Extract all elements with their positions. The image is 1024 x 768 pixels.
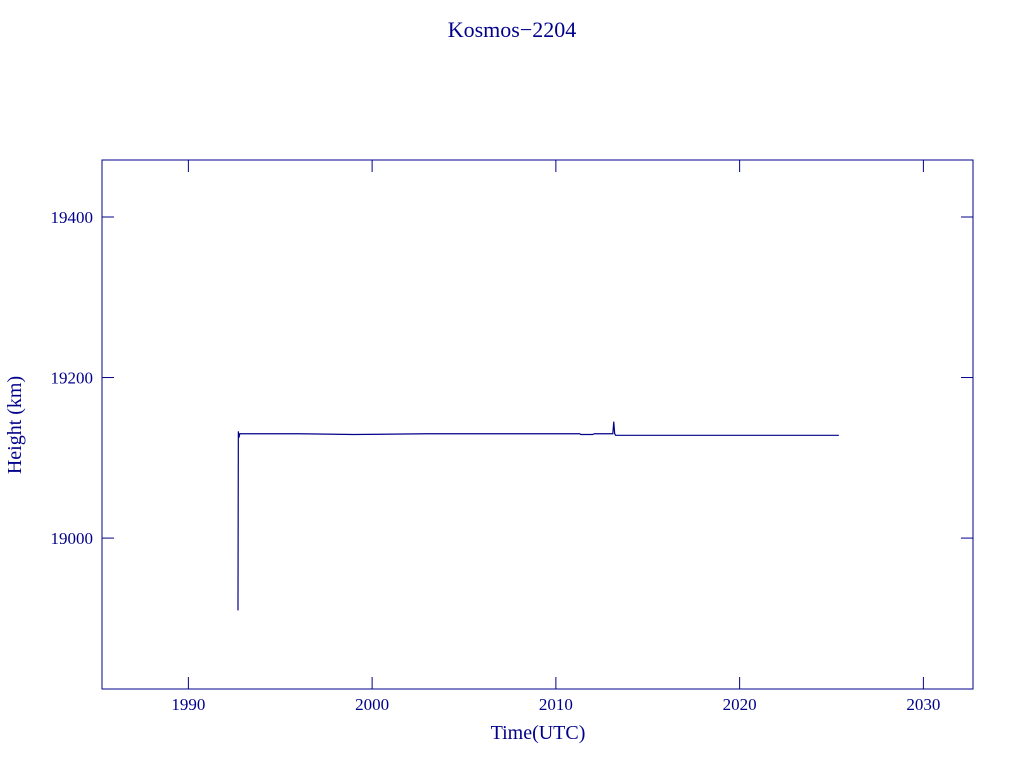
plot-frame — [101, 159, 974, 690]
data-line — [237, 421, 839, 611]
x-axis-label: Time(UTC) — [491, 722, 586, 744]
y-tick-label: 19400 — [51, 208, 94, 227]
x-tick-label: 2000 — [355, 695, 389, 714]
x-tick-label: 2030 — [906, 695, 940, 714]
y-axis-label: Height (km) — [4, 376, 26, 474]
x-tick-label: 2020 — [723, 695, 757, 714]
chart-title: Kosmos−2204 — [448, 17, 577, 42]
y-tick-label: 19200 — [51, 369, 94, 388]
y-tick-label: 19000 — [51, 529, 94, 548]
x-tick-label: 1990 — [171, 695, 205, 714]
x-tick-label: 2010 — [539, 695, 573, 714]
